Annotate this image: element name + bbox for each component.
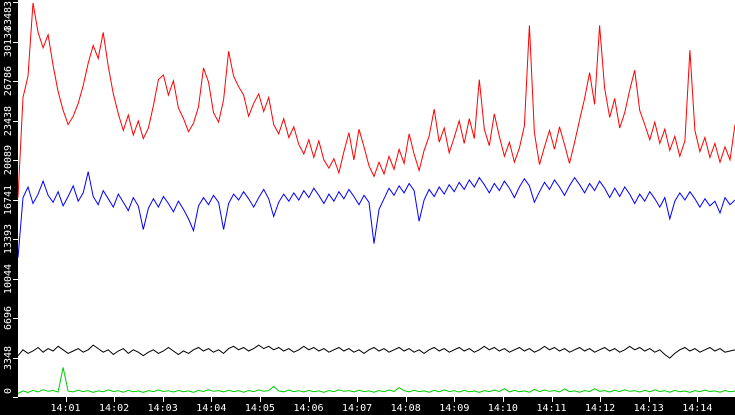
x-tick-mark (697, 397, 699, 402)
x-tick-mark (600, 397, 602, 402)
x-tick-label: 14:03 (147, 403, 178, 414)
y-tick-mark (13, 357, 18, 359)
x-tick-mark (65, 397, 67, 402)
y-tick-mark (13, 278, 18, 280)
x-tick-mark (357, 397, 359, 402)
y-tick-mark (13, 160, 18, 161)
red-series-line (17, 2, 735, 198)
y-tick-mark (13, 2, 18, 3)
x-tick-mark (502, 397, 504, 402)
y-tick-mark (13, 41, 18, 43)
y-tick-mark (13, 120, 18, 122)
x-tick-mark (259, 397, 261, 402)
black-series-line (17, 344, 735, 359)
x-tick-label: 14:10 (487, 403, 518, 414)
x-tick-label: 14:04 (196, 403, 227, 414)
x-tick-mark (551, 397, 553, 402)
y-tick-mark (13, 199, 18, 201)
x-tick-label: 14:09 (439, 403, 470, 414)
y-tick-mark (13, 318, 18, 319)
x-tick-mark (308, 397, 310, 402)
x-tick-mark (454, 397, 456, 402)
blue-series-line (17, 171, 735, 258)
green-series-line (17, 367, 735, 394)
x-tick-label: 14:06 (293, 403, 324, 414)
x-tick-mark (162, 397, 164, 402)
x-tick-label: 14:07 (342, 403, 373, 414)
x-tick-mark (405, 397, 407, 402)
x-tick-label: 14:14 (682, 403, 713, 414)
y-tick-mark (13, 239, 18, 240)
x-tick-mark (648, 397, 650, 402)
x-tick-label: 14:12 (585, 403, 616, 414)
y-axis (0, 0, 18, 415)
x-tick-label: 14:13 (633, 403, 664, 414)
y-tick-mark (13, 397, 18, 398)
x-tick-label: 14:05 (244, 403, 275, 414)
y-tick-label: 33483 (3, 0, 14, 32)
x-tick-mark (114, 397, 116, 402)
x-tick-label: 14:02 (99, 403, 130, 414)
y-tick-mark (13, 81, 18, 82)
x-tick-label: 14:11 (536, 403, 567, 414)
x-tick-mark (211, 397, 213, 402)
x-tick-label: 14:08 (390, 403, 421, 414)
x-axis (0, 397, 735, 415)
x-tick-label: 14:01 (50, 403, 81, 414)
